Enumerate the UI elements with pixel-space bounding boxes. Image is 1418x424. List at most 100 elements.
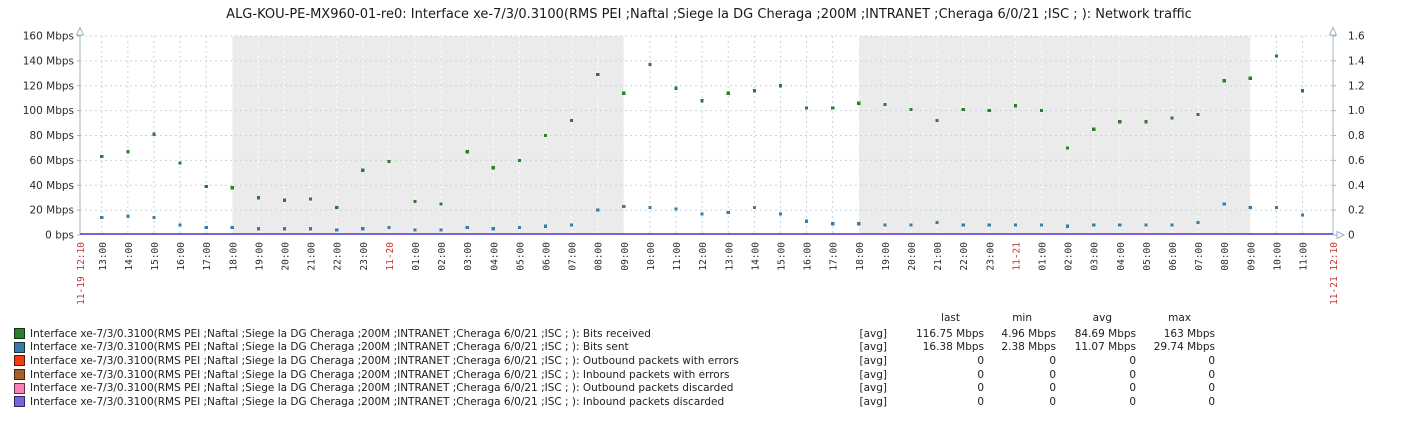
legend-row-inbound-packets-errors: Interface xe-7/3/0.3100(RMS PEI ;Naftal … (0, 368, 1418, 382)
data-point-bits-sent (204, 225, 208, 230)
x-axis-time-label: 15:00 (776, 242, 787, 271)
legend-function-label: [avg] (859, 354, 887, 367)
data-point-bits-received (439, 202, 443, 206)
data-point-bits-received (1013, 104, 1017, 108)
data-point-bits-received (1274, 54, 1279, 58)
data-point-bits-received (622, 91, 626, 95)
x-axis-date-label: 11-21 12:10 (1329, 242, 1340, 305)
data-point-bits-sent (1039, 223, 1044, 227)
data-point-bits-sent (883, 223, 887, 227)
data-point-bits-received (1248, 76, 1252, 80)
x-axis-time-label: 11:00 (1299, 242, 1310, 271)
data-point-bits-received (935, 118, 939, 123)
data-point-bits-sent (752, 206, 756, 210)
y-axis-label-right: 0 (1348, 230, 1355, 242)
data-point-bits-sent (1248, 206, 1252, 210)
data-point-bits-sent (282, 227, 287, 231)
data-point-bits-sent (387, 225, 391, 230)
x-axis-time-label: 07:00 (1194, 242, 1205, 271)
legend-item-label: Interface xe-7/3/0.3100(RMS PEI ;Naftal … (30, 354, 739, 367)
x-axis-date-label: 11-20 (385, 242, 396, 271)
legend-item-label: Interface xe-7/3/0.3100(RMS PEI ;Naftal … (30, 382, 734, 395)
x-axis-time-label: 11:00 (672, 242, 683, 271)
x-axis-time-label: 05:00 (1142, 242, 1153, 271)
data-point-bits-received (961, 107, 965, 111)
x-axis-time-label: 09:00 (1246, 242, 1257, 271)
data-point-bits-sent (570, 223, 574, 227)
data-point-bits-sent (935, 220, 939, 225)
x-axis-time-label: 12:00 (698, 242, 709, 271)
data-point-bits-received (308, 197, 313, 201)
data-point-bits-sent (987, 223, 991, 227)
legend-last-value: 0 (977, 354, 984, 367)
data-point-bits-sent (778, 212, 783, 216)
legend-row-bits-sent: Interface xe-7/3/0.3100(RMS PEI ;Naftal … (0, 341, 1418, 355)
data-point-bits-received (1092, 127, 1096, 131)
y-axis-label-right: 0.6 (1348, 155, 1365, 167)
x-axis-time-label: 05:00 (515, 242, 526, 271)
data-point-bits-sent (596, 208, 600, 212)
legend-max-value: 29.74 Mbps (1153, 341, 1215, 354)
x-axis-time-label: 10:00 (1272, 242, 1283, 271)
x-axis-time-label: 13:00 (724, 242, 735, 271)
data-point-bits-received (883, 102, 887, 107)
x-axis-time-label: 17:00 (829, 242, 840, 271)
legend-function-label: [avg] (859, 382, 887, 395)
legend-max-value: 0 (1208, 382, 1215, 395)
legend-min-value: 0 (1049, 395, 1056, 408)
x-axis-time-label: 14:00 (750, 242, 761, 271)
x-axis-time-label: 16:00 (803, 242, 814, 271)
data-point-bits-received (543, 133, 548, 138)
x-axis-time-label: 18:00 (855, 242, 866, 271)
x-axis-time-label: 21:00 (307, 242, 318, 271)
data-point-bits-sent (230, 225, 234, 230)
y-axis-label-left: 160 Mbps (23, 31, 74, 43)
y-axis-label-left: 20 Mbps (29, 205, 74, 217)
data-point-bits-received (152, 132, 156, 136)
x-axis-time-label: 13:00 (98, 242, 109, 271)
data-point-bits-received (361, 168, 365, 172)
data-point-bits-received (700, 99, 704, 103)
data-point-bits-received (1066, 146, 1070, 150)
data-point-bits-sent (1066, 224, 1070, 228)
data-point-bits-sent (804, 219, 809, 223)
data-point-bits-sent (622, 204, 626, 208)
x-axis-time-label: 08:00 (1220, 242, 1231, 271)
graph-title: ALG-KOU-PE-MX960-01-re0: Interface xe-7/… (226, 7, 1192, 22)
data-point-bits-sent (648, 206, 652, 210)
data-point-bits-received (517, 158, 522, 162)
x-axis-time-label: 09:00 (620, 242, 631, 271)
legend-avg-value: 84.69 Mbps (1074, 327, 1136, 340)
data-point-bits-received (909, 107, 913, 111)
data-point-bits-sent (152, 215, 156, 220)
data-point-bits-received (857, 101, 861, 105)
data-point-bits-sent (1222, 202, 1226, 206)
data-point-bits-received (726, 91, 730, 95)
data-point-bits-received (335, 206, 339, 210)
legend-color-swatch (14, 355, 25, 367)
x-axis-time-label: 10:00 (646, 242, 657, 271)
data-point-bits-received (1222, 79, 1226, 83)
y-axis-label-left: 80 Mbps (29, 130, 74, 142)
legend-min-value: 0 (1049, 354, 1056, 367)
legend-item-label: Interface xe-7/3/0.3100(RMS PEI ;Naftal … (30, 368, 730, 381)
y-axis-label-right: 0.2 (1348, 205, 1365, 217)
legend-header-last: last (941, 311, 960, 324)
x-axis-date-label: 11-21 (1011, 242, 1022, 271)
data-point-bits-sent (1144, 223, 1148, 227)
legend-max-value: 163 Mbps (1163, 327, 1215, 340)
data-point-bits-sent (726, 211, 730, 215)
data-point-bits-received (648, 63, 652, 67)
data-point-bits-sent (439, 228, 443, 232)
data-point-bits-sent (361, 227, 365, 231)
data-point-bits-received (804, 106, 809, 110)
x-axis-time-label: 08:00 (594, 242, 605, 271)
x-axis-time-label: 15:00 (150, 242, 161, 271)
data-point-bits-sent (961, 223, 965, 227)
y-axis-label-right: 1.6 (1348, 31, 1365, 43)
y-axis-right-arrow-icon (1328, 26, 1338, 36)
y-axis-label-right: 1.0 (1348, 105, 1365, 117)
data-point-bits-received (1118, 120, 1122, 124)
y-axis-label-right: 1.4 (1348, 55, 1365, 67)
